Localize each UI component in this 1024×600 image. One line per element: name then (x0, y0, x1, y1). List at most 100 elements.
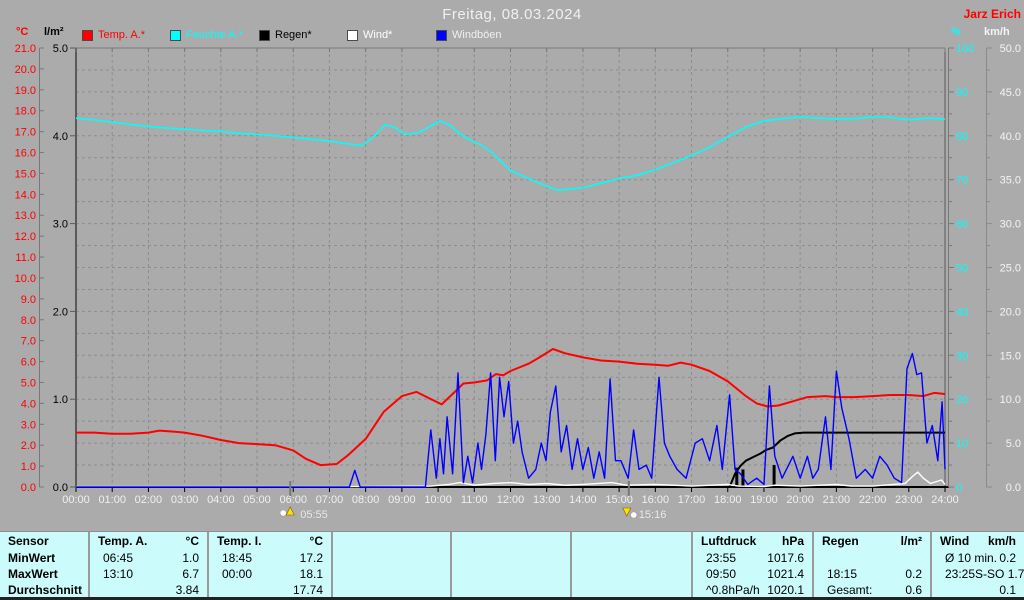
cell-value: 18.1 (299, 567, 323, 581)
page-title: Freitag, 08.03.2024 (442, 6, 582, 23)
marker-time-label: 05:55 (300, 509, 328, 521)
moonrise-icon (279, 509, 287, 517)
legend-label: Wind* (363, 29, 393, 41)
humidity-axis-label: 100 (956, 43, 974, 55)
legend-item-1: Temp. A.* (82, 29, 145, 41)
humidity-axis-label: 10 (956, 438, 968, 450)
author-name: Jarz Erich (963, 7, 1021, 21)
legend-item-2: Feuchte A.* (170, 29, 243, 41)
humidity-axis-label: 40 (956, 306, 968, 318)
table-value-cell: 18:45 17.2 (207, 550, 331, 566)
temp-axis-label: 2.0 (21, 440, 36, 452)
time-tick-label: 13:00 (533, 494, 561, 506)
legend-label: Temp. A.* (98, 29, 146, 41)
table-value-cell: 09:50 1021.4 (691, 566, 812, 582)
axis-title-wind: km/h (984, 26, 1010, 38)
wind-axis-label: 20.0 (1000, 306, 1021, 318)
temp-axis-label: 20.0 (15, 64, 36, 76)
legend-swatch (347, 29, 358, 41)
cell-time: 23:25 (945, 567, 976, 581)
table-value-cell (570, 566, 691, 582)
cell-time: 00:00 (222, 567, 253, 581)
humidity-axis-label: 50 (956, 263, 968, 275)
humidity-axis-label: 80 (956, 131, 968, 143)
cell-time: 23:55 (706, 551, 737, 565)
table-row-label: Sensor (8, 534, 49, 548)
table-value-cell (450, 550, 570, 566)
wind-axis-label: 35.0 (1000, 175, 1021, 187)
table-value-cell (570, 582, 691, 598)
series-feuchtea (75, 116, 946, 191)
table-header-cell: Luftdruck hPa (691, 532, 812, 550)
temp-axis-label: 19.0 (15, 85, 36, 97)
rain-axis-label: 5.0 (53, 43, 68, 55)
temp-axis-label: 7.0 (21, 336, 36, 348)
time-tick-label: 23:00 (895, 494, 923, 506)
cell-value: 17.74 (292, 583, 323, 597)
table-header-cell: Regen l/m² (812, 532, 930, 550)
table-value-cell: 06:45 1.0 (88, 550, 207, 566)
axis-title-humidity: % (951, 26, 961, 38)
moonrise-icon (285, 506, 295, 516)
time-tick-label: 12:00 (497, 494, 525, 506)
table-value-cell: 00:00 18.1 (207, 566, 331, 582)
cell-value: 1.0 (182, 551, 199, 565)
table-value-cell: 18:15 0.2 (812, 566, 930, 582)
table-value-cell (331, 566, 450, 582)
legend-item-3: Regen* (259, 29, 312, 41)
cell-time: 18:45 (222, 551, 253, 565)
table-value-cell: 23:55 1017.6 (691, 550, 812, 566)
time-tick-label: 20:00 (786, 494, 814, 506)
series-regen (76, 431, 945, 488)
wind-axis-label: 45.0 (1000, 87, 1021, 99)
cell-value: hPa (781, 534, 804, 548)
rain-axis-label: 4.0 (53, 131, 68, 143)
table-value-cell: ^0.8hPa/h 1020.1 (691, 582, 812, 598)
moonset-icon (622, 507, 632, 517)
cell-value: 0.1 (999, 583, 1016, 597)
legend-swatch (82, 29, 93, 41)
cell-time: 09:50 (706, 567, 737, 581)
cell-value: 0.2 (999, 551, 1016, 565)
cell-value: l/m² (900, 534, 922, 548)
cell-value: S-SO 1.7 (975, 567, 1024, 581)
time-tick-label: 11:00 (461, 494, 488, 506)
temp-axis-label: 9.0 (21, 294, 36, 306)
temp-axis-label: 6.0 (21, 357, 36, 369)
rain-axis-label: 1.0 (53, 394, 68, 406)
legend-swatch (436, 29, 447, 41)
cell-value: °C (309, 534, 323, 548)
rain-bar (772, 465, 776, 487)
temp-axis-label: 8.0 (21, 315, 36, 327)
legend-swatch (259, 29, 270, 41)
cell-value: 17.2 (299, 551, 323, 565)
axis-title-temp: °C (16, 26, 29, 38)
time-tick-label: 05:00 (243, 494, 271, 506)
cell-value: 1021.4 (767, 567, 804, 581)
table-value-cell (450, 582, 570, 598)
table-value-cell: 17.74 (207, 582, 331, 598)
series-windben (76, 352, 946, 488)
time-tick-label: 14:00 (569, 494, 597, 506)
table-value-cell (331, 582, 450, 598)
humidity-axis-label: 0 (956, 482, 962, 494)
table-header-cell: Temp. I. °C (207, 532, 331, 550)
humidity-axis-label: 20 (956, 394, 968, 406)
axis-title-rain: l/m² (44, 26, 64, 38)
series-wind (76, 471, 946, 488)
time-tick-label: 07:00 (316, 494, 344, 506)
time-tick-label: 02:00 (135, 494, 163, 506)
table-header-cell (450, 532, 570, 550)
legend-label: Windböen (452, 29, 502, 41)
time-tick-label: 10:00 (424, 494, 452, 506)
legend-item-5: Windböen (436, 29, 502, 41)
cell-time: Ø 10 min. (945, 551, 998, 565)
temp-axis-label: 14.0 (15, 189, 36, 201)
temp-axis-label: 12.0 (15, 231, 36, 243)
cell-time: Luftdruck (701, 534, 757, 548)
weather-chart: 00:00 01:00 02:00 03:00 04:00 05:00 06:00 07:00… (15, 43, 1021, 521)
cell-value: 3.84 (175, 583, 199, 597)
table-value-cell: 0.1 (930, 582, 1024, 598)
temp-axis-label: 21.0 (15, 43, 36, 55)
cell-value: °C (185, 534, 199, 548)
